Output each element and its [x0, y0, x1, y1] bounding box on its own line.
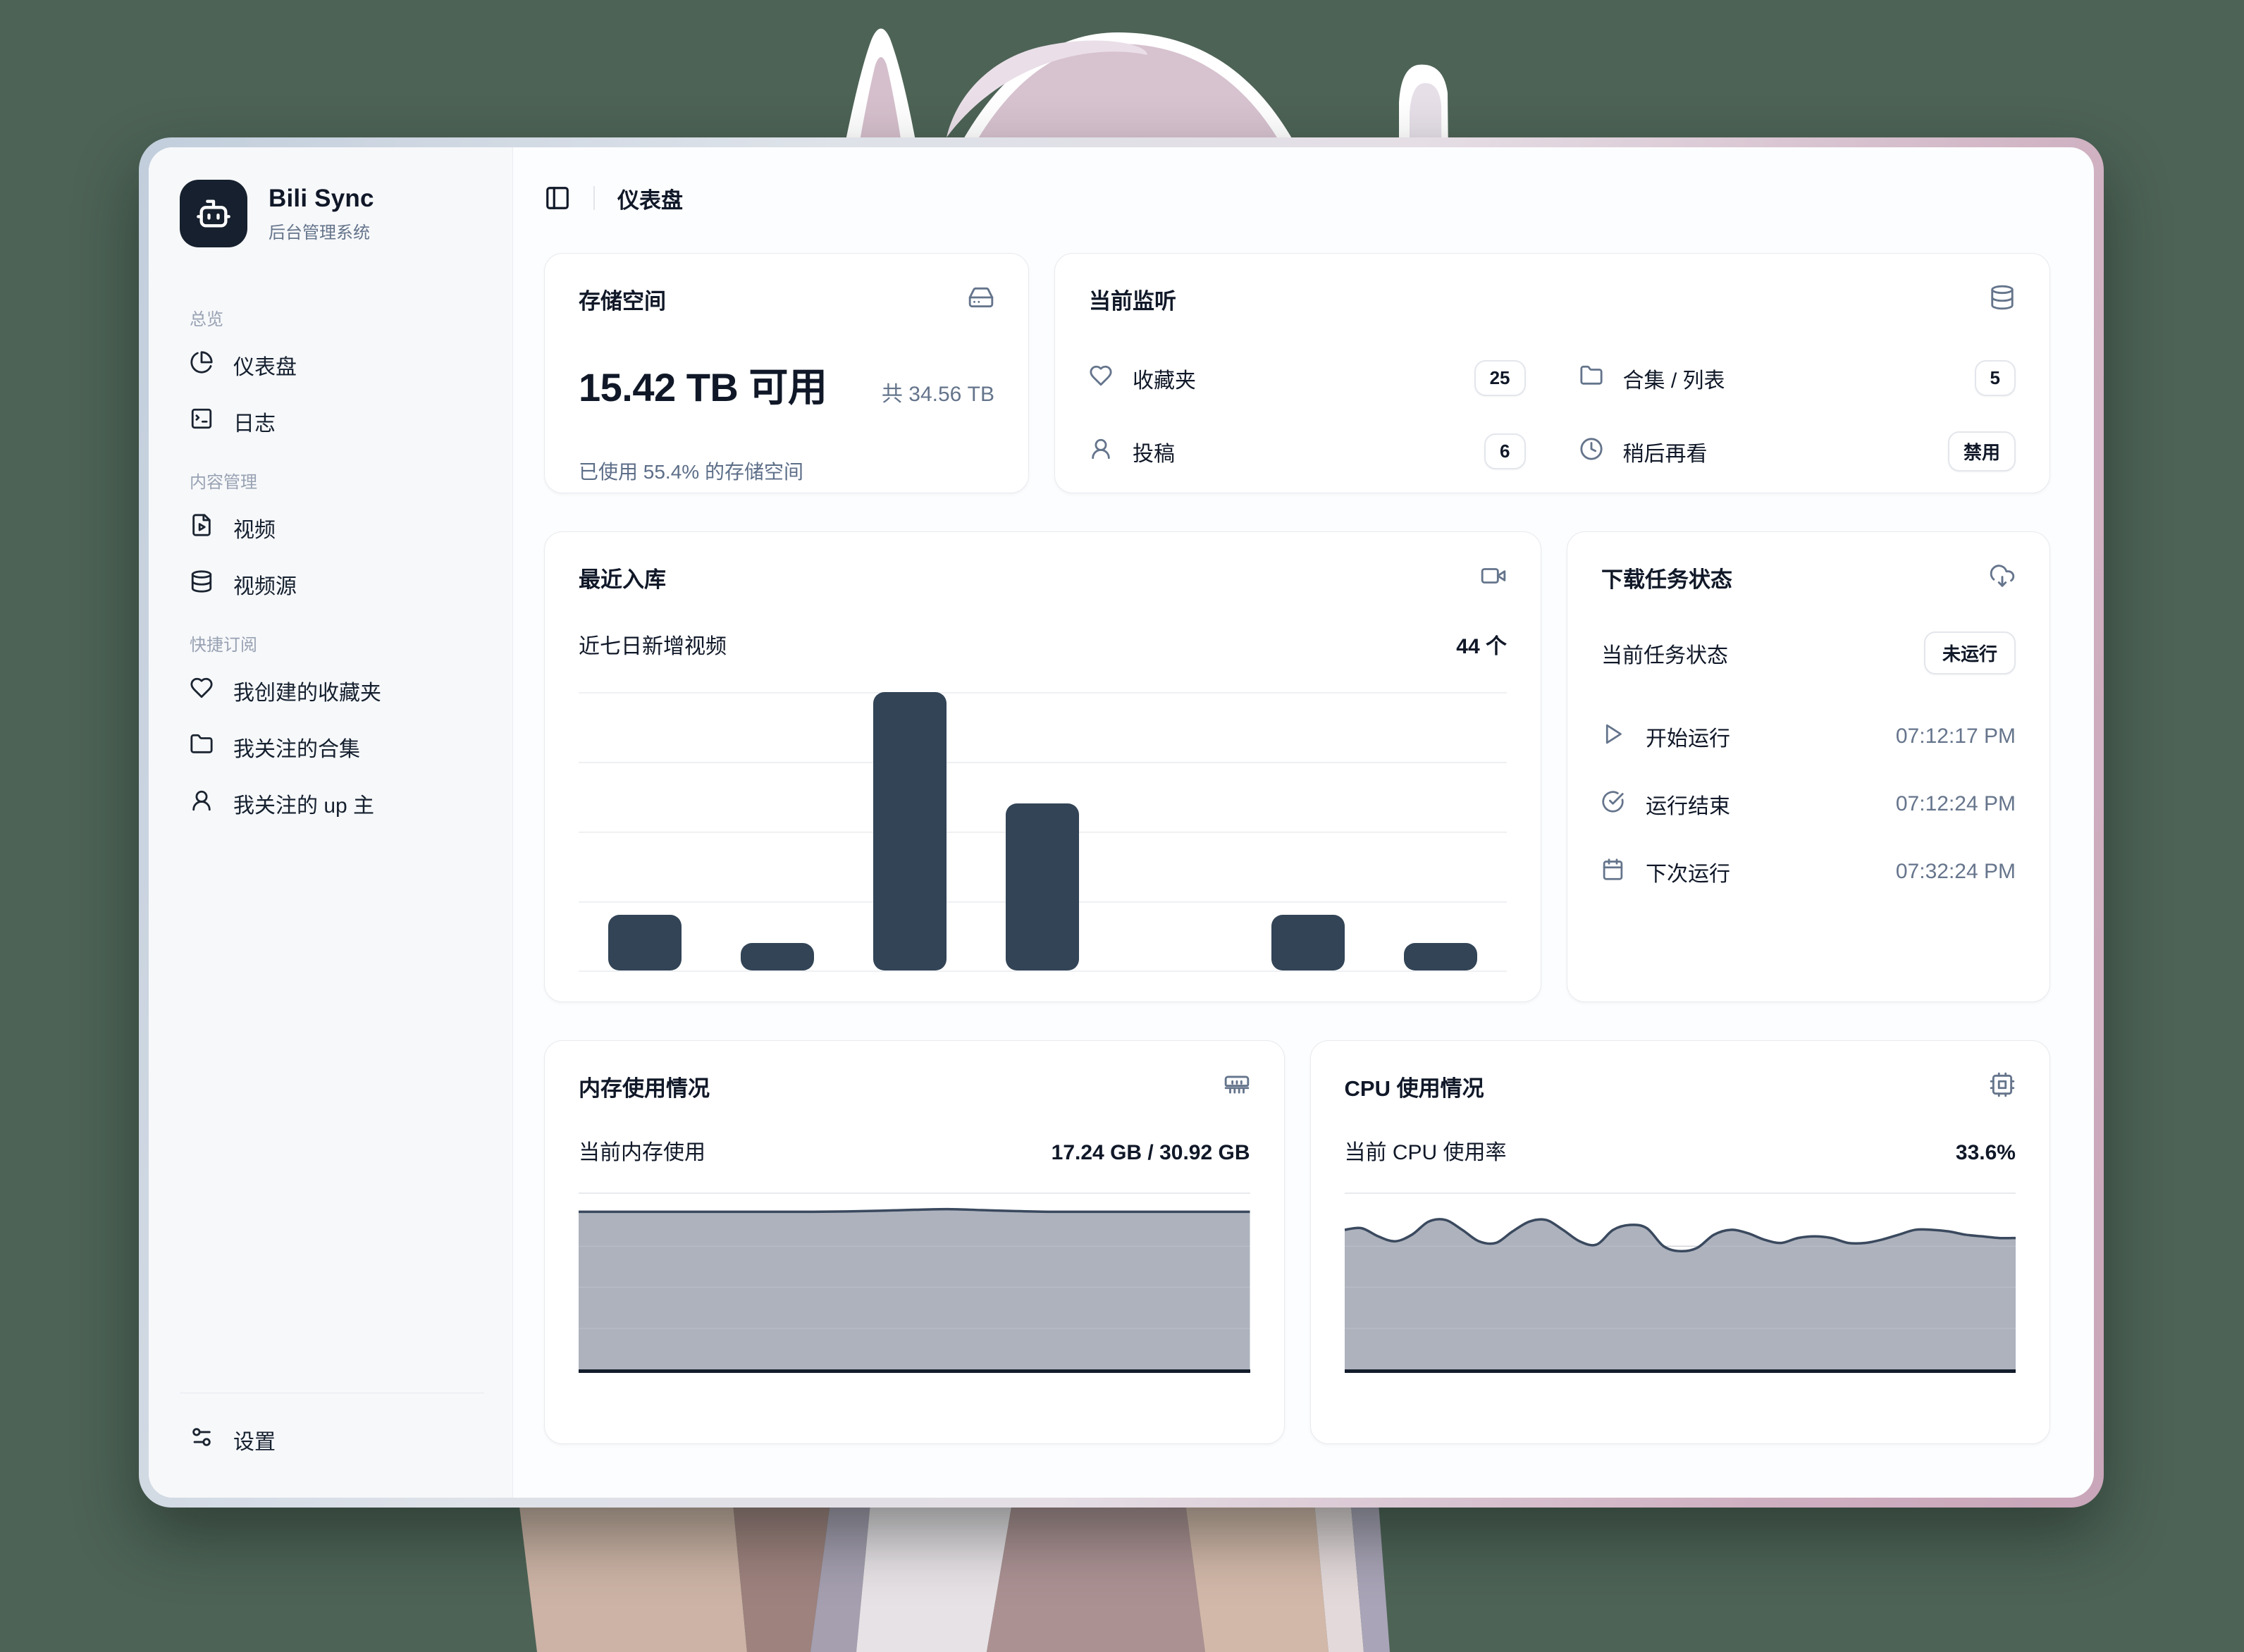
cpu-value: 33.6% [1955, 1141, 2016, 1164]
task-status-label: 当前任务状态 [1601, 643, 1728, 667]
bar-slot [844, 692, 976, 970]
memory-value: 17.24 GB / 30.92 GB [1051, 1141, 1250, 1164]
heart-icon [1089, 364, 1113, 393]
user-icon [190, 789, 214, 818]
bar [741, 942, 815, 970]
sidebar-toggle-icon[interactable] [544, 185, 571, 211]
app-window: Bili Sync 后台管理系统 总览 仪表盘 日志 内容管理 视频 视频源 [139, 137, 2104, 1508]
bar [873, 692, 947, 970]
sidebar-item-logs[interactable]: 日志 [180, 393, 484, 450]
task-status-badge: 未运行 [1923, 631, 2016, 674]
bar [1006, 803, 1080, 970]
recent-bar-chart [579, 692, 1507, 972]
sliders-icon [190, 1425, 214, 1455]
task-card-title: 下载任务状态 [1601, 567, 1732, 592]
monitor-item-submissions: 投稿 6 [1089, 431, 1526, 471]
cpu-card: CPU 使用情况 当前 CPU 使用率 33.6% [1309, 1040, 2050, 1444]
memory-card: 内存使用情况 当前内存使用 17.24 GB / 30.92 GB [544, 1040, 1285, 1444]
database-icon [190, 569, 214, 599]
storage-card: 存储空间 15.42 TB 可用 共 34.56 TB 已使用 55.4% 的存… [544, 253, 1029, 493]
check-circle-icon [1601, 790, 1625, 819]
bar-slot [711, 692, 844, 970]
terminal-icon [190, 407, 214, 436]
sidebar-item-video-sources[interactable]: 视频源 [180, 556, 484, 612]
storage-usage-note: 已使用 55.4% 的存储空间 [579, 461, 803, 483]
collections-count-badge: 5 [1974, 360, 2016, 396]
bar [1403, 942, 1477, 970]
sidebar-item-videos[interactable]: 视频 [180, 500, 484, 556]
cpu-label: 当前 CPU 使用率 [1344, 1141, 1507, 1164]
sidebar-item-dashboard[interactable]: 仪表盘 [180, 337, 484, 393]
monitor-item-collections: 合集 / 列表 5 [1579, 360, 2016, 396]
task-start-time: 07:12:17 PM [1895, 725, 2016, 748]
main-content: 仪表盘 存储空间 15.42 TB 可用 共 34.56 TB [513, 147, 2094, 1498]
task-next-time: 07:32:24 PM [1895, 860, 2016, 883]
memory-area-chart [579, 1205, 1250, 1373]
app-name: Bili Sync [269, 184, 374, 212]
calendar-icon [1601, 858, 1625, 887]
pie-chart-icon [190, 350, 214, 380]
sidebar-item-followed-collections[interactable]: 我关注的合集 [180, 719, 484, 775]
monitor-item-favorites: 收藏夹 25 [1089, 360, 1526, 396]
heart-icon [190, 676, 214, 705]
folder-icon [190, 732, 214, 762]
sidebar-section-overview: 总览 [190, 310, 223, 329]
header-divider [593, 186, 595, 210]
watch-later-status-badge: 禁用 [1947, 431, 2016, 471]
storage-card-title: 存储空间 [579, 289, 666, 314]
app-subtitle: 后台管理系统 [269, 223, 370, 242]
hard-drive-icon [968, 284, 994, 314]
storage-total: 共 34.56 TB [881, 383, 994, 406]
memory-label: 当前内存使用 [579, 1141, 705, 1164]
sidebar-footer: 设置 [180, 1393, 484, 1468]
bar-slot [1109, 692, 1242, 970]
sidebar-item-followed-uploaders[interactable]: 我关注的 up 主 [180, 775, 484, 832]
monitor-card: 当前监听 收藏夹 25 合集 / 列表 5 [1054, 253, 2050, 493]
bar-slot [1374, 692, 1507, 970]
bot-logo-icon [180, 180, 247, 247]
database-icon [1989, 284, 2016, 314]
recent-count: 44 个 [1456, 635, 1507, 658]
sidebar-item-settings[interactable]: 设置 [180, 1412, 484, 1468]
favorites-count-badge: 25 [1474, 360, 1526, 396]
cpu-card-title: CPU 使用情况 [1344, 1076, 1484, 1101]
recent-subtitle: 近七日新增视频 [579, 635, 727, 658]
character-body [514, 1466, 1390, 1652]
page-title: 仪表盘 [617, 187, 683, 213]
task-row-start: 开始运行 07:12:17 PM [1601, 721, 2016, 752]
bar [608, 915, 682, 970]
page-header: 仪表盘 [544, 183, 2050, 214]
clock-icon [1579, 437, 1603, 467]
brand: Bili Sync 后台管理系统 [180, 180, 484, 247]
storage-available: 15.42 TB 可用 [579, 365, 827, 409]
monitor-card-title: 当前监听 [1089, 289, 1176, 314]
bar-slot [976, 692, 1109, 970]
recent-videos-card: 最近入库 近七日新增视频 44 个 [544, 531, 1541, 1002]
user-icon [1089, 437, 1113, 467]
bar-slot [1242, 692, 1374, 970]
cpu-icon [1989, 1071, 2016, 1102]
sidebar-section-content: 内容管理 [190, 473, 257, 492]
cpu-area-chart [1344, 1205, 2016, 1373]
monitor-item-watch-later: 稍后再看 禁用 [1579, 431, 2016, 471]
recent-card-title: 最近入库 [579, 567, 666, 592]
sidebar-item-my-favorites[interactable]: 我创建的收藏夹 [180, 662, 484, 719]
task-row-next: 下次运行 07:32:24 PM [1601, 856, 2016, 887]
task-row-end: 运行结束 07:12:24 PM [1601, 789, 2016, 820]
cloud-download-icon [1989, 562, 2016, 593]
file-video-icon [190, 513, 214, 543]
submissions-count-badge: 6 [1484, 433, 1526, 469]
bar-slot [579, 692, 711, 970]
video-camera-icon [1480, 562, 1507, 593]
task-end-time: 07:12:24 PM [1895, 792, 2016, 815]
folder-icon [1579, 364, 1603, 393]
play-icon [1601, 722, 1625, 751]
sidebar-section-subscriptions: 快捷订阅 [190, 636, 257, 655]
memory-card-title: 内存使用情况 [579, 1076, 710, 1101]
memory-stick-icon [1223, 1071, 1250, 1102]
bar [1271, 915, 1345, 970]
sidebar: Bili Sync 后台管理系统 总览 仪表盘 日志 内容管理 视频 视频源 [149, 147, 513, 1498]
download-task-card: 下载任务状态 当前任务状态 未运行 开始运行 07:12:17 PM [1567, 531, 2050, 1002]
